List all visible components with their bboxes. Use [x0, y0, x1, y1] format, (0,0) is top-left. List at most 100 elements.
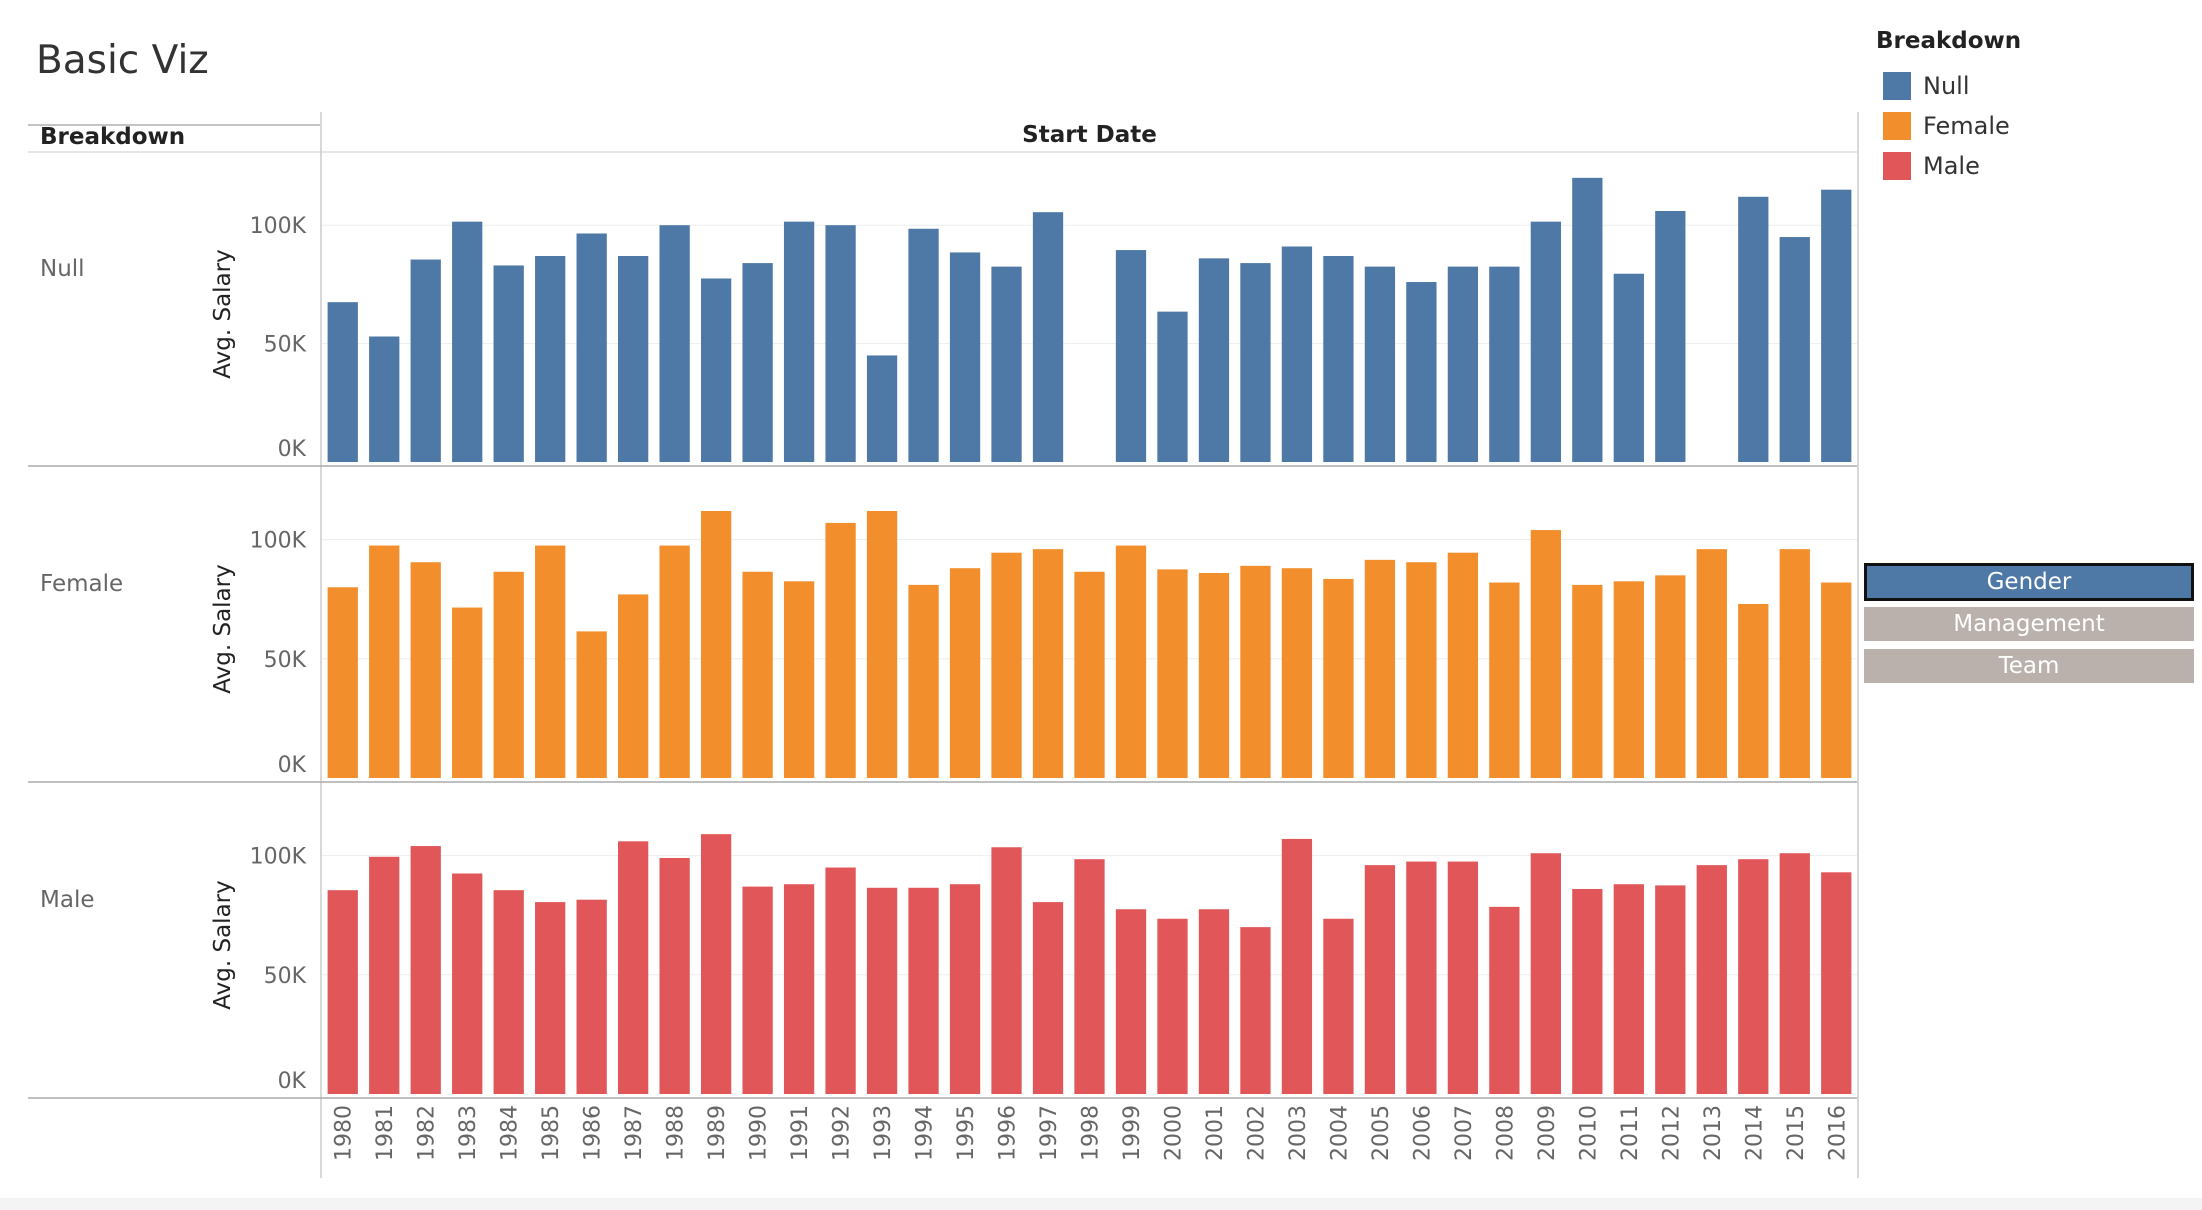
- bar-null-1992: [825, 225, 856, 462]
- bar-null-2008: [1489, 266, 1520, 462]
- bar-female-2003: [1281, 568, 1313, 778]
- bar-null-1999: [1115, 250, 1147, 462]
- row-label-male: Male: [40, 887, 94, 913]
- x-tick-label: 2006: [1410, 1105, 1435, 1161]
- bar-male-2008: [1489, 906, 1520, 1094]
- bar-male-2000: [1157, 918, 1188, 1094]
- bar-female-1983: [452, 607, 483, 778]
- y-tick-label: 100K: [250, 845, 307, 870]
- column-header-start-date: Start Date: [1022, 122, 1157, 148]
- bar-female-1988: [659, 545, 690, 778]
- management-button[interactable]: Management: [1864, 607, 2194, 641]
- x-tick-label: 2010: [1576, 1105, 1601, 1161]
- bar-female-2010: [1572, 584, 1603, 778]
- y-axis-title: Avg. Salary: [210, 564, 236, 693]
- bar-male-2012: [1655, 885, 1686, 1094]
- bar-null-1997: [1032, 212, 1064, 462]
- x-tick-label: 1992: [830, 1105, 855, 1161]
- bar-null-1982: [410, 259, 441, 462]
- bar-female-2013: [1696, 549, 1727, 778]
- bar-null-2005: [1364, 266, 1396, 462]
- y-tick-label: 0K: [278, 1069, 307, 1094]
- legend-label-null: Null: [1923, 72, 1970, 100]
- x-tick-label: 1987: [622, 1105, 647, 1161]
- bar-female-1989: [700, 510, 732, 778]
- bar-null-2004: [1323, 255, 1354, 462]
- dashboard-title: Basic Viz: [36, 38, 209, 83]
- team-button[interactable]: Team: [1864, 649, 2194, 683]
- x-tick-label: 1996: [996, 1105, 1021, 1161]
- bar-female-1987: [618, 594, 649, 778]
- legend-swatch-null: [1883, 72, 1911, 100]
- bar-female-1995: [949, 568, 981, 778]
- x-tick-label: 2016: [1825, 1105, 1850, 1161]
- bar-null-1980: [327, 302, 358, 462]
- bar-female-1998: [1074, 571, 1105, 778]
- row-label-female: Female: [40, 571, 123, 597]
- bar-female-1981: [369, 545, 400, 778]
- x-tick-label: 2002: [1244, 1105, 1269, 1161]
- bar-null-2000: [1157, 311, 1188, 462]
- legend: Breakdown Null Female Male: [1876, 28, 2021, 186]
- bar-male-2011: [1613, 884, 1644, 1094]
- x-tick-label: 2007: [1452, 1105, 1477, 1161]
- bar-null-2015: [1779, 237, 1810, 462]
- bar-female-2016: [1821, 582, 1852, 778]
- bar-male-1995: [949, 884, 981, 1094]
- bar-male-1984: [493, 890, 524, 1094]
- bar-male-1987: [618, 841, 649, 1094]
- bar-female-1992: [825, 522, 856, 778]
- x-tick-label: 1981: [373, 1105, 398, 1161]
- x-tick-label: 2001: [1203, 1105, 1228, 1161]
- bar-male-2004: [1323, 918, 1354, 1094]
- bar-null-1993: [866, 355, 898, 462]
- bar-female-2007: [1447, 552, 1479, 778]
- x-tick-label: 2015: [1784, 1105, 1809, 1161]
- bar-null-2007: [1447, 266, 1479, 462]
- x-tick-label: 1982: [415, 1105, 440, 1161]
- x-tick-label: 2013: [1701, 1105, 1726, 1161]
- bar-male-1990: [742, 886, 773, 1094]
- bar-female-2011: [1613, 581, 1644, 778]
- panel-female: 0K 50K 100K Avg. Salary Female: [28, 510, 1857, 783]
- bar-null-1983: [452, 221, 483, 462]
- gender-button[interactable]: Gender: [1864, 563, 2194, 601]
- bar-null-1985: [535, 255, 566, 462]
- bar-female-1984: [493, 571, 524, 778]
- legend-item-female[interactable]: Female: [1876, 106, 2021, 146]
- y-tick-label: 50K: [264, 333, 307, 358]
- bar-female-2008: [1489, 582, 1520, 778]
- x-tick-label: 1997: [1037, 1105, 1062, 1161]
- bar-female-1996: [991, 552, 1022, 778]
- row-header-breakdown: Breakdown: [40, 124, 185, 150]
- x-tick-label: 1998: [1079, 1105, 1104, 1161]
- bar-female-2005: [1364, 559, 1396, 778]
- bottom-strip: [0, 1198, 2202, 1210]
- legend-item-male[interactable]: Male: [1876, 146, 2021, 186]
- x-tick-label: 1983: [456, 1105, 481, 1161]
- y-tick-label: 100K: [250, 529, 307, 554]
- bar-male-1998: [1074, 859, 1105, 1094]
- bar-null-1994: [908, 228, 939, 462]
- bar-male-1988: [659, 857, 690, 1094]
- bar-female-2004: [1323, 578, 1354, 778]
- x-tick-label: 2003: [1286, 1105, 1311, 1161]
- bar-female-2012: [1655, 575, 1686, 778]
- legend-item-null[interactable]: Null: [1876, 66, 2021, 106]
- bar-male-1992: [825, 867, 856, 1094]
- x-tick-label: 2004: [1327, 1105, 1352, 1161]
- bar-female-1997: [1032, 549, 1064, 778]
- bar-male-1997: [1032, 902, 1064, 1094]
- x-axis: 1980 1981 1982 1983 1984 1985 1986 1987 1988 1989…: [332, 1105, 1851, 1161]
- bar-null-2001: [1198, 258, 1230, 462]
- y-axis-title: Avg. Salary: [210, 880, 236, 1009]
- bar-female-2009: [1530, 530, 1561, 778]
- bar-female-2000: [1157, 569, 1188, 778]
- bar-null-2009: [1530, 221, 1561, 462]
- panel-male: 0K 50K 100K Avg. Salary Male: [28, 834, 1857, 1099]
- y-tick-label: 0K: [278, 437, 307, 462]
- legend-title: Breakdown: [1876, 28, 2022, 54]
- x-tick-label: 1994: [913, 1105, 938, 1161]
- breakdown-parameter-buttons: Gender Management Team: [1864, 563, 2194, 691]
- bar-null-2012: [1655, 210, 1686, 462]
